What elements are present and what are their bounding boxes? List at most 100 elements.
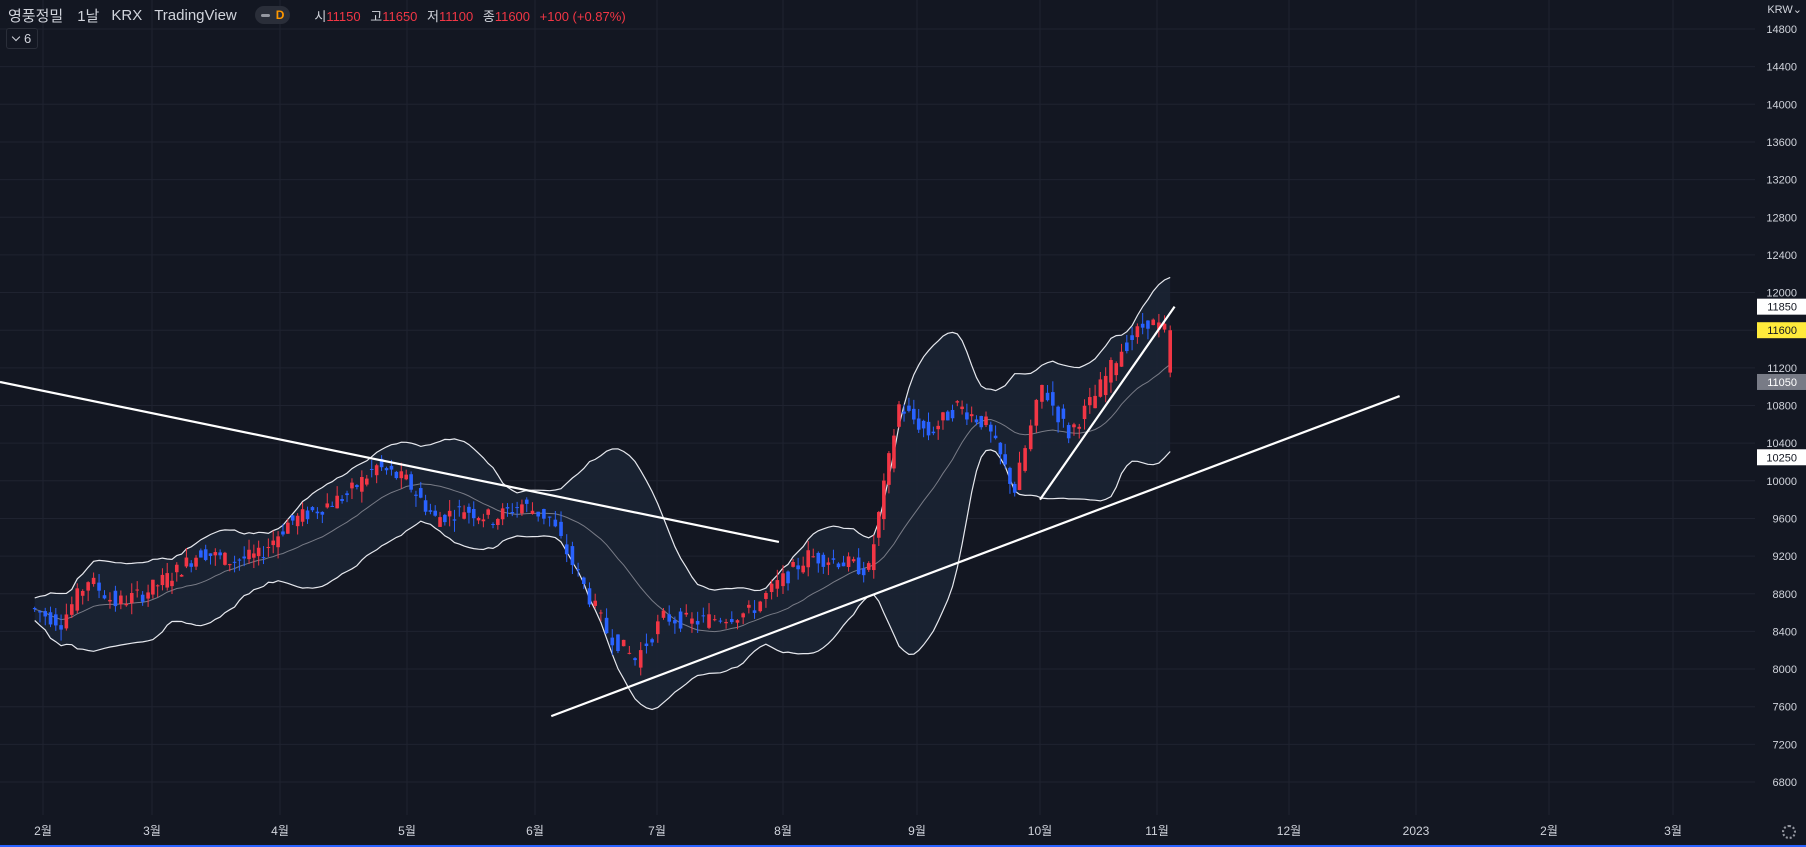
open-value: 11150 xyxy=(326,8,361,24)
candle-body xyxy=(907,405,911,411)
candle-body xyxy=(223,552,227,565)
candle-body xyxy=(500,508,505,520)
candle-body xyxy=(203,549,208,560)
candle-body xyxy=(237,559,242,561)
candle-body xyxy=(926,421,931,436)
candle-body xyxy=(409,474,413,490)
candle-body xyxy=(791,562,795,567)
candle-body xyxy=(315,511,320,514)
candle-body xyxy=(781,573,785,587)
candle-body xyxy=(701,615,706,617)
candle-body xyxy=(856,557,861,575)
candle-body xyxy=(213,552,218,556)
candle-body xyxy=(418,488,423,498)
candle-body xyxy=(724,621,728,624)
price-tick-label: 9200 xyxy=(1773,551,1797,563)
candle-body xyxy=(1130,335,1134,340)
price-label-box xyxy=(1757,298,1806,315)
candle-body xyxy=(851,559,856,562)
candle-body xyxy=(610,637,615,646)
candle-body xyxy=(993,435,998,439)
candle-body xyxy=(955,401,960,403)
price-tick-label: 8400 xyxy=(1773,626,1797,638)
candle-body xyxy=(989,424,993,432)
time-tick-label: 12월 xyxy=(1277,824,1301,838)
candle-body xyxy=(1093,395,1097,409)
candle-body xyxy=(86,582,90,591)
symbol-name[interactable]: 영풍정밀 xyxy=(8,7,64,25)
price-tick-label: 13600 xyxy=(1766,137,1797,149)
gear-icon[interactable] xyxy=(1782,825,1796,839)
candle-body xyxy=(305,510,310,520)
candle-body xyxy=(199,550,203,558)
candle-body xyxy=(194,557,198,567)
price-tick-label: 12000 xyxy=(1766,288,1797,300)
candle-body xyxy=(1082,405,1087,420)
candle-body xyxy=(242,556,247,559)
candle-body xyxy=(491,523,495,525)
candle-body xyxy=(70,604,74,615)
candle-body xyxy=(570,546,575,566)
candle-body xyxy=(902,411,906,414)
candle-body xyxy=(559,521,563,536)
candle-body xyxy=(369,468,374,470)
price-tick-label: 10400 xyxy=(1766,438,1797,450)
price-tick-label: 12800 xyxy=(1766,212,1797,224)
candle-body xyxy=(684,612,689,615)
candle-body xyxy=(97,582,101,591)
candle-body xyxy=(505,507,510,509)
candle-body xyxy=(564,544,569,555)
candle-body xyxy=(119,595,123,605)
candle-body xyxy=(841,562,846,567)
candle-body xyxy=(32,608,37,610)
candle-body xyxy=(151,579,155,595)
candle-body xyxy=(1017,462,1022,490)
candle-body xyxy=(91,577,96,585)
price-tick-label: 14800 xyxy=(1766,24,1797,36)
change-value: +100 (+0.87%) xyxy=(539,8,626,24)
bollinger-basis-line xyxy=(34,364,1171,633)
time-tick-label: 9월 xyxy=(908,824,926,838)
candle-body xyxy=(811,556,816,558)
trendline xyxy=(1039,306,1176,501)
candle-body xyxy=(866,563,871,570)
candle-body xyxy=(1151,319,1156,326)
candle-body xyxy=(547,516,552,518)
candle-body xyxy=(295,515,300,527)
candle-body xyxy=(821,554,826,567)
market-status-badge[interactable]: D xyxy=(254,6,291,24)
candle-body xyxy=(752,610,757,613)
candle-body xyxy=(135,589,140,591)
candle-body xyxy=(256,547,261,557)
candle-body xyxy=(266,546,271,549)
interval-label[interactable]: 1날 xyxy=(77,7,100,25)
price-label: 11050 xyxy=(1767,377,1797,389)
candle-body xyxy=(1061,408,1066,419)
candle-body xyxy=(486,509,491,515)
candle-body xyxy=(1066,425,1071,439)
candle-body xyxy=(806,550,811,568)
candle-body xyxy=(471,508,476,519)
candle-body xyxy=(320,511,325,515)
candle-body xyxy=(599,612,603,614)
price-tick-label: 11200 xyxy=(1767,363,1797,375)
candle-body xyxy=(184,557,189,567)
candle-body xyxy=(364,478,369,485)
candle-body xyxy=(826,562,831,565)
candle-body xyxy=(1168,330,1172,373)
candle-body xyxy=(1040,384,1044,402)
currency-label: KRW xyxy=(1767,4,1793,16)
candle-body xyxy=(335,495,339,509)
low-value: 11100 xyxy=(439,8,474,24)
indicators-toggle[interactable]: 6 xyxy=(6,28,39,49)
currency-selector[interactable]: KRW⌄ xyxy=(1767,4,1802,16)
price-tick-label: 8000 xyxy=(1773,664,1797,676)
exchange-label: KRX xyxy=(111,6,143,24)
candle-body xyxy=(1045,392,1050,401)
price-tick-label: 14000 xyxy=(1766,99,1797,111)
candle-body xyxy=(102,595,107,599)
candle-body xyxy=(350,482,354,489)
candle-body xyxy=(189,563,194,567)
candle-body xyxy=(678,611,683,629)
